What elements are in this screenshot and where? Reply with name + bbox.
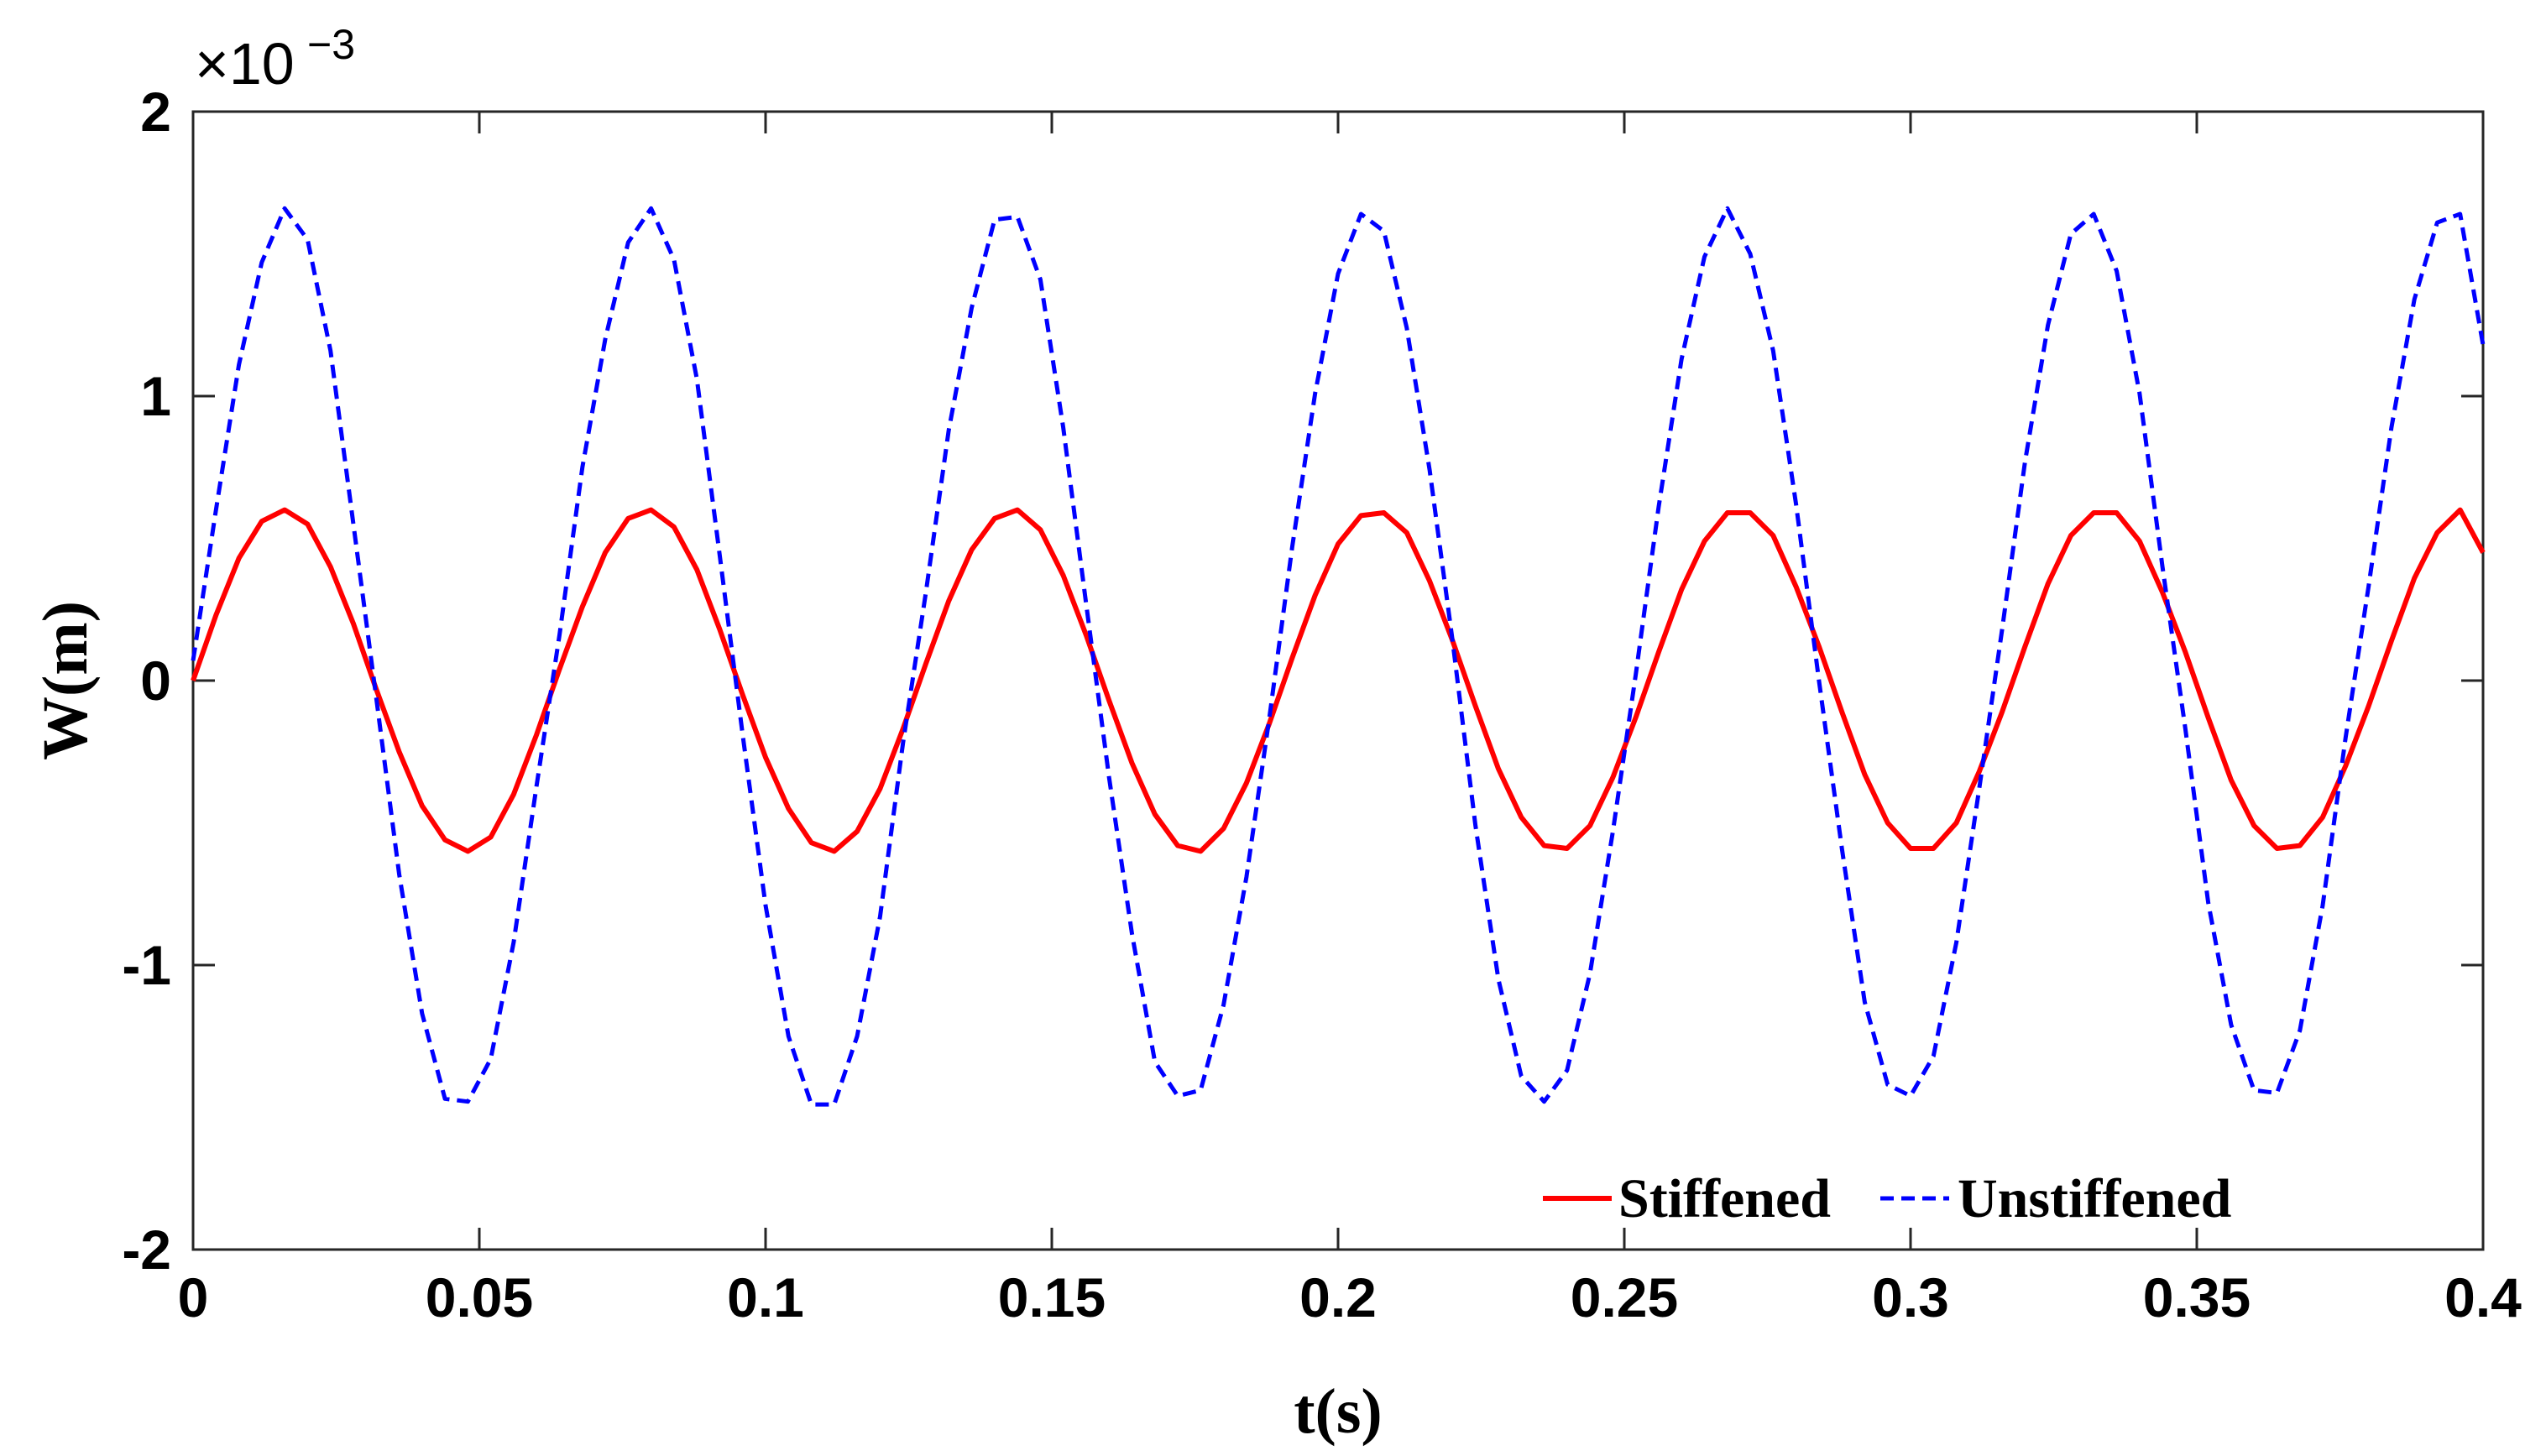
y-tick-label: -1 xyxy=(122,934,171,996)
y-tick-label: -2 xyxy=(122,1219,171,1281)
x-tick-label: 0.05 xyxy=(426,1266,533,1328)
series-line-stiffened xyxy=(191,507,2486,854)
y-axis-ticks: -2 -1 0 1 2 xyxy=(122,81,2483,1281)
series-layer xyxy=(191,206,2486,1107)
y-scale-factor: ×10 −3 xyxy=(195,21,355,97)
y-scale-exponent: −3 xyxy=(307,21,355,68)
x-tick-label: 0.1 xyxy=(727,1266,804,1328)
x-axis-title: t(s) xyxy=(1294,1376,1383,1447)
x-tick-label: 0.35 xyxy=(2143,1266,2251,1328)
y-scale-multiplier: ×10 xyxy=(195,31,295,97)
x-tick-label: 0.2 xyxy=(1299,1266,1377,1328)
plot-area xyxy=(191,110,2485,1251)
x-tick-label: 0.4 xyxy=(2444,1266,2522,1328)
y-tick-label: 1 xyxy=(140,365,171,427)
legend-label-unstiffened: Unstiffened xyxy=(1958,1168,2231,1229)
y-tick-label: 0 xyxy=(140,650,171,712)
x-axis-ticks: 0 0.05 0.1 0.15 0.2 0.25 0.3 0.35 0.4 xyxy=(178,112,2522,1328)
x-tick-label: 0 xyxy=(178,1266,209,1328)
x-tick-label: 0.3 xyxy=(1872,1266,1949,1328)
x-tick-label: 0.25 xyxy=(1571,1266,1678,1328)
y-axis-title: W(m) xyxy=(30,601,101,760)
series-line-unstiffened xyxy=(191,206,2486,1107)
x-tick-label: 0.15 xyxy=(998,1266,1106,1328)
legend: Stiffened Unstiffened xyxy=(1543,1168,2231,1229)
legend-label-stiffened: Stiffened xyxy=(1618,1168,1831,1229)
y-tick-label: 2 xyxy=(140,81,171,143)
